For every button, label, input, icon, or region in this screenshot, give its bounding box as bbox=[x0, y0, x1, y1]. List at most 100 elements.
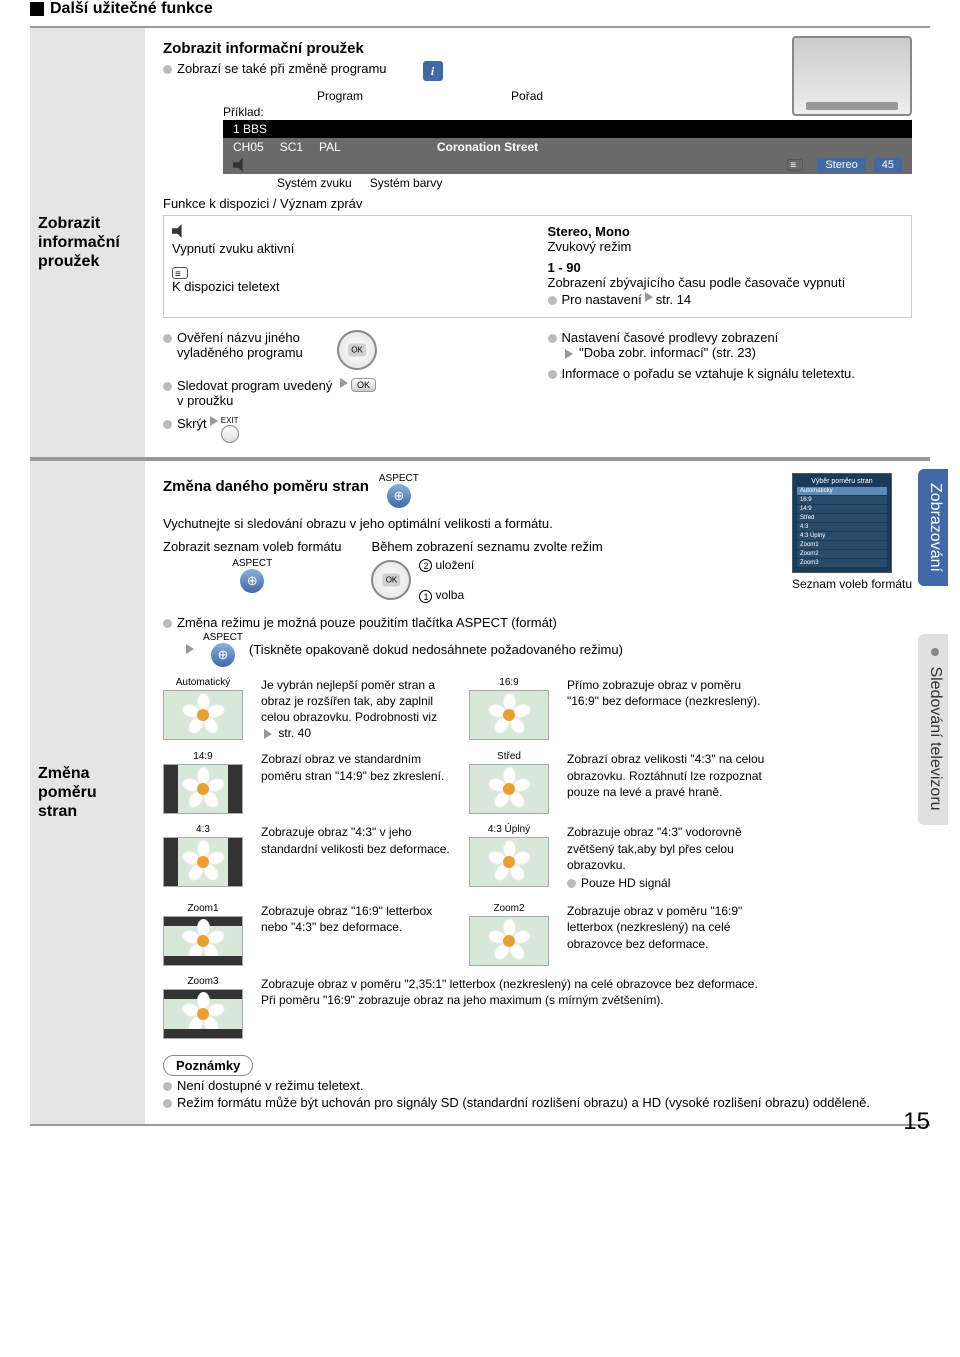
aspect-button[interactable] bbox=[211, 643, 235, 667]
section1-label: Zobrazit informační proužek bbox=[30, 26, 145, 459]
channel-row: CH05 SC1 PAL Coronation Street bbox=[223, 138, 912, 156]
aspect-auto-ref: str. 40 bbox=[278, 726, 311, 740]
aspect-43-desc: Zobrazuje obraz "4:3" v jeho standardní … bbox=[261, 824, 451, 856]
exit-button[interactable] bbox=[221, 425, 239, 443]
aspect-43u-thumb bbox=[469, 837, 549, 887]
menu-item: 4:3 bbox=[797, 523, 887, 531]
aspect-z1-desc: Zobrazuje obraz "16:9" letterbox nebo "4… bbox=[261, 903, 451, 935]
header-square bbox=[30, 2, 44, 16]
aspect-169-desc: Přímo zobrazuje obraz v poměru "16:9" be… bbox=[567, 677, 767, 709]
step-2: 2 bbox=[419, 559, 432, 572]
menu-item: 14:9 bbox=[797, 505, 887, 513]
bullet-icon bbox=[163, 1082, 172, 1091]
aspect-z2-thumb bbox=[469, 916, 549, 966]
arrow-right-icon bbox=[340, 378, 348, 388]
example-label: Příklad: bbox=[223, 105, 264, 119]
bullet-icon bbox=[931, 648, 939, 656]
ch05: CH05 bbox=[233, 140, 264, 154]
aspect-43u-desc: Zobrazuje obraz "4:3" vodorovně zvětšený… bbox=[567, 825, 742, 871]
aspect-149-thumb bbox=[163, 764, 243, 814]
program-name: Coronation Street bbox=[437, 140, 538, 154]
bullet-icon bbox=[163, 420, 172, 429]
aspect-stred-label: Střed bbox=[469, 751, 549, 762]
bullet-icon bbox=[163, 619, 172, 628]
aspect-z3-desc: Zobrazuje obraz v poměru "2,35:1" letter… bbox=[261, 976, 767, 1008]
menu-item: 4:3 Úplný bbox=[797, 532, 887, 540]
str14: str. 14 bbox=[656, 292, 691, 307]
stereo-timer: 45 bbox=[874, 158, 902, 172]
menu-item: Střed bbox=[797, 514, 887, 522]
funkce-line: Funkce k dispozici / Význam zpráv bbox=[163, 196, 912, 211]
bullet-icon bbox=[548, 370, 557, 379]
aspect-z3-thumb bbox=[163, 989, 243, 1039]
info-icon: i bbox=[423, 61, 443, 81]
aspect-169-thumb bbox=[469, 690, 549, 740]
arrow-right-icon bbox=[645, 292, 653, 302]
aspect-label: ASPECT bbox=[203, 632, 243, 643]
aspect-button[interactable] bbox=[240, 569, 264, 593]
menu-title: Výběr poměru stran bbox=[797, 478, 887, 485]
aspect-label: ASPECT bbox=[163, 558, 341, 569]
aspect-auto-label: Automatický bbox=[163, 677, 243, 688]
overeni-text: Ověření názvu jiného vyladěného programu bbox=[177, 330, 337, 360]
ok-button[interactable]: OK bbox=[351, 378, 376, 392]
nastaveni-text: Nastavení časové prodlevy zobrazení bbox=[562, 330, 779, 345]
bullet-icon bbox=[163, 334, 172, 343]
sys-barvy: Systém barvy bbox=[370, 176, 443, 190]
aspect-button[interactable] bbox=[387, 484, 411, 508]
arrow-right-icon bbox=[186, 644, 194, 654]
zmena-rezimu: Změna režimu je možná pouze použitím tla… bbox=[177, 615, 557, 630]
seznam-voleb: Seznam voleb formátu bbox=[792, 577, 912, 591]
mute-indicator-icon bbox=[233, 158, 249, 172]
side-tab-gray-text: Sledování televizoru bbox=[927, 666, 944, 810]
intro-text: Vychutnejte si sledování obrazu v jeho o… bbox=[163, 516, 780, 531]
aspect-auto-thumb bbox=[163, 690, 243, 740]
sys-zvuk: Systém zvuku bbox=[277, 176, 352, 190]
aspect-menu-thumbnail: Výběr poměru stran Automaticky 16:9 14:9… bbox=[792, 473, 892, 573]
teletext-indicator-icon bbox=[787, 159, 803, 171]
teletext-label: K dispozici teletext bbox=[172, 279, 280, 294]
aspect-stred-desc: Zobrazí obraz velikosti "4:3" na celou o… bbox=[567, 751, 767, 800]
stereo-badge: Stereo bbox=[817, 158, 865, 172]
mute-icon bbox=[172, 224, 188, 238]
teletext-icon bbox=[172, 267, 188, 279]
behem-text: Během zobrazení seznamu zvolte režim bbox=[371, 539, 602, 554]
aspect-43-thumb bbox=[163, 837, 243, 887]
sledovat-text: Sledovat program uvedený v proužku bbox=[177, 378, 337, 408]
aspect-stred-thumb bbox=[469, 764, 549, 814]
menu-item: Zoom2 bbox=[797, 550, 887, 558]
ulozeni: uložení bbox=[435, 558, 474, 572]
bullet-icon bbox=[163, 65, 172, 74]
side-tab-blue-text: Zobrazování bbox=[927, 483, 944, 572]
section2-label: Změna poměru stran bbox=[30, 459, 145, 1126]
section2-title: Změna daného poměru stran bbox=[163, 478, 369, 495]
bullet-icon bbox=[548, 296, 557, 305]
tisknete: (Tiskněte opakovaně dokud nedosáhnete po… bbox=[249, 642, 623, 657]
callout-program: Program bbox=[317, 89, 363, 103]
note2: Režim formátu může být uchován pro signá… bbox=[177, 1095, 870, 1110]
program-bar: 1 BBS bbox=[223, 120, 912, 138]
exit-label: EXIT bbox=[221, 416, 239, 425]
sc1: SC1 bbox=[280, 140, 303, 154]
informace-text: Informace o pořadu se vztahuje k signálu… bbox=[562, 366, 855, 381]
page-number: 15 bbox=[903, 1108, 930, 1136]
zobrazit-seznam: Zobrazit seznam voleb formátu bbox=[163, 539, 341, 554]
aspect-z1-thumb bbox=[163, 916, 243, 966]
aspect-label: ASPECT bbox=[379, 473, 419, 484]
callout-porad: Pořad bbox=[511, 89, 543, 103]
menu-item: Automaticky bbox=[797, 487, 887, 495]
aspect-z3-label: Zoom3 bbox=[163, 976, 243, 987]
ok-dpad-icon[interactable] bbox=[337, 330, 377, 370]
note1: Není dostupné v režimu teletext. bbox=[177, 1078, 363, 1093]
ok-dpad-icon[interactable] bbox=[371, 560, 411, 600]
menu-item: Zoom1 bbox=[797, 541, 887, 549]
menu-item: Zoom3 bbox=[797, 559, 887, 567]
poznamky-heading: Poznámky bbox=[163, 1055, 253, 1076]
stereo-mono: Stereo, Mono bbox=[548, 224, 630, 239]
aspect-43u-extra: Pouze HD signál bbox=[581, 875, 670, 891]
pro-nast: Pro nastavení bbox=[562, 292, 642, 307]
bbs-text: 1 BBS bbox=[233, 122, 267, 136]
step-1: 1 bbox=[419, 590, 432, 603]
header-title: Další užitečné funkce bbox=[50, 0, 213, 18]
aspect-auto-desc: Je vybrán nejlepší poměr stran a obraz j… bbox=[261, 678, 437, 724]
